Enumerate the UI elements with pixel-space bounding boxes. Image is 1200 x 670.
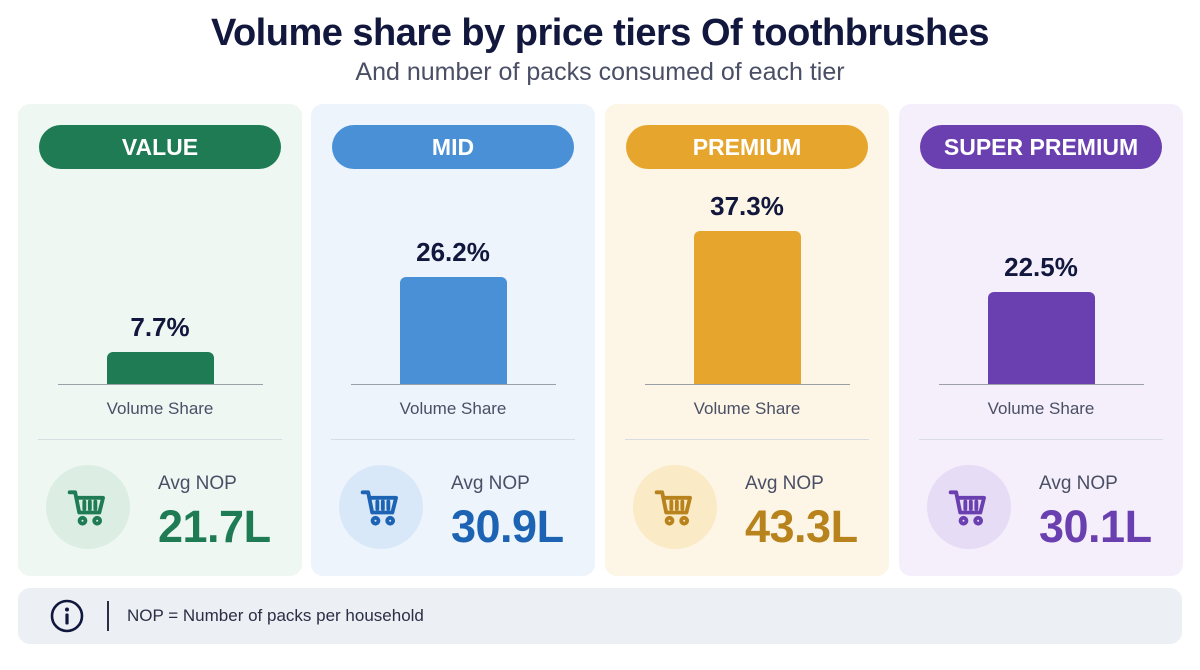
icon-circle: [339, 465, 423, 549]
avg-nop-label: Avg NOP: [1039, 473, 1118, 494]
shopping-cart-icon: [67, 490, 105, 526]
avg-nop-value: 30.9L: [451, 501, 564, 552]
shopping-cart-icon: [360, 490, 398, 526]
avg-nop-value: 30.1L: [1039, 501, 1152, 552]
info-icon: [50, 599, 84, 633]
tier-label: SUPER PREMIUM: [920, 125, 1162, 169]
tier-card-mid: MID 26.2% Volume Share Avg NOP 30.9L: [311, 104, 595, 576]
bar-super-premium: [988, 292, 1095, 384]
icon-circle: [927, 465, 1011, 549]
bar-data-label: 26.2%: [416, 237, 490, 267]
baseline: [939, 384, 1144, 385]
x-axis-label: Volume Share: [693, 399, 801, 418]
footnote-text: NOP = Number of packs per household: [127, 606, 424, 625]
divider: [331, 439, 575, 440]
x-axis-label: Volume Share: [399, 399, 507, 418]
tier-card-super-premium: SUPER PREMIUM 22.5% Volume Share Avg NOP…: [899, 104, 1183, 576]
footnote-bar: NOP = Number of packs per household: [18, 588, 1182, 644]
avg-nop-value: 21.7L: [158, 501, 271, 552]
divider: [625, 439, 869, 440]
chart-title: Volume share by price tiers Of toothbrus…: [210, 12, 990, 54]
divider: [919, 439, 1163, 440]
avg-nop-label: Avg NOP: [451, 473, 530, 494]
bar-data-label: 7.7%: [130, 312, 190, 342]
baseline: [645, 384, 850, 385]
tier-label: VALUE: [39, 125, 281, 169]
bar-mid: [400, 277, 507, 384]
separator: [107, 601, 109, 631]
tier-card-premium: PREMIUM 37.3% Volume Share Avg NOP 43.3L: [605, 104, 889, 576]
icon-circle: [46, 465, 130, 549]
x-axis-label: Volume Share: [987, 399, 1095, 418]
bar-data-label: 37.3%: [710, 191, 784, 221]
chart-subtitle: And number of packs consumed of each tie…: [355, 58, 845, 86]
icon-circle: [633, 465, 717, 549]
avg-nop-label: Avg NOP: [745, 473, 824, 494]
shopping-cart-icon: [654, 490, 692, 526]
tier-card-value: VALUE 7.7% Volume Share Avg NOP 21.7L: [18, 104, 302, 576]
divider: [38, 439, 282, 440]
baseline: [58, 384, 263, 385]
shopping-cart-icon: [948, 490, 986, 526]
tier-label: MID: [332, 125, 574, 169]
bar-data-label: 22.5%: [1004, 252, 1078, 282]
x-axis-label: Volume Share: [106, 399, 214, 418]
bar-premium: [694, 231, 801, 384]
avg-nop-value: 43.3L: [745, 501, 858, 552]
bar-value: [107, 352, 214, 384]
tier-label: PREMIUM: [626, 125, 868, 169]
baseline: [351, 384, 556, 385]
avg-nop-label: Avg NOP: [158, 473, 237, 494]
